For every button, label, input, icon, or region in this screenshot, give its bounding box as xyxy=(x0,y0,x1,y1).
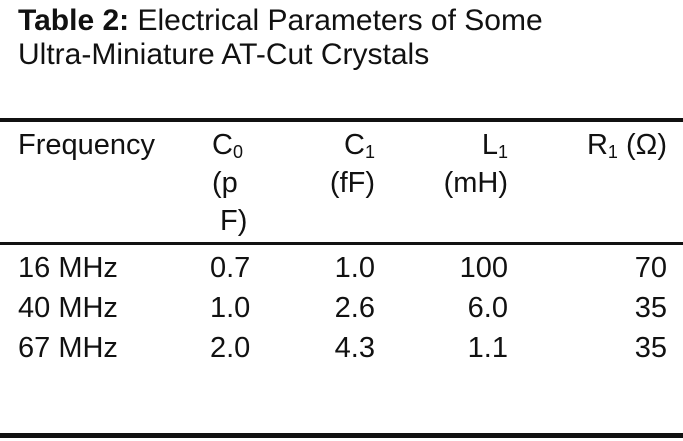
header-c0: C0 xyxy=(212,129,243,162)
header-c0-unit-1: (p xyxy=(212,167,238,199)
cell-c1: 1.0 xyxy=(334,252,375,284)
table-caption: Table 2: Electrical Parameters of Some U… xyxy=(18,4,543,72)
header-c0-unit-2: F) xyxy=(220,205,248,237)
cell-c0: 0.7 xyxy=(210,252,251,284)
caption-label: Table 2: xyxy=(18,4,130,37)
cell-c0: 1.0 xyxy=(210,292,251,324)
header-r1: R1 (Ω) xyxy=(586,129,667,162)
caption-line2: Ultra-Miniature AT-Cut Crystals xyxy=(18,38,430,71)
cell-l1: 1.1 xyxy=(467,332,508,364)
cell-c1: 4.3 xyxy=(334,332,375,364)
cell-l1: 100 xyxy=(459,252,508,284)
cell-r1: 35 xyxy=(634,292,667,324)
cell-frequency: 40 MHz xyxy=(18,292,118,324)
header-c1: C1 xyxy=(344,129,375,162)
cell-r1: 35 xyxy=(634,332,667,364)
cell-c0: 2.0 xyxy=(210,332,251,364)
cell-l1: 6.0 xyxy=(467,292,508,324)
bottom-rule xyxy=(0,433,683,438)
cell-frequency: 16 MHz xyxy=(18,252,118,284)
header-rule xyxy=(0,242,683,245)
header-frequency: Frequency xyxy=(18,129,156,161)
cell-r1: 70 xyxy=(634,252,667,284)
caption-line1: Electrical Parameters of Some xyxy=(137,4,543,37)
cell-c1: 2.6 xyxy=(334,292,375,324)
cell-frequency: 67 MHz xyxy=(18,332,118,364)
header-c1-unit: (fF) xyxy=(329,167,375,199)
header-l1-unit: (mH) xyxy=(443,167,508,199)
top-rule xyxy=(0,118,683,122)
header-l1: L1 xyxy=(481,129,508,162)
